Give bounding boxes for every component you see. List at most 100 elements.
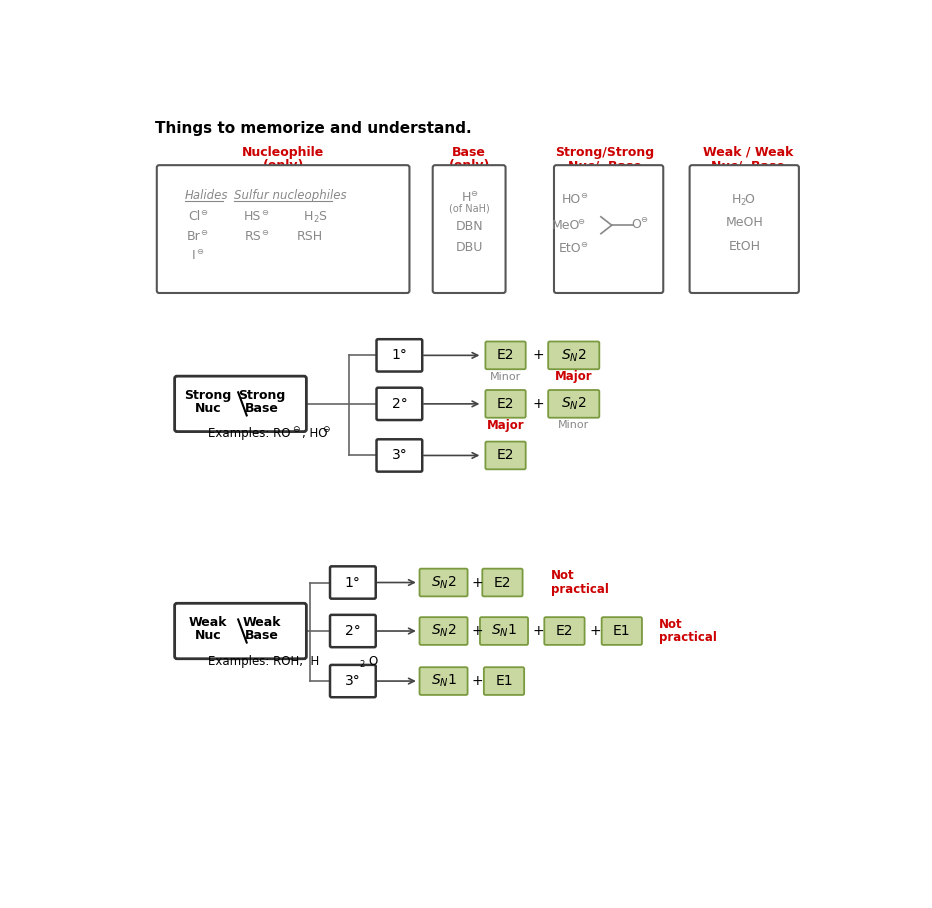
Text: DBN: DBN — [456, 220, 483, 232]
Text: 1°: 1° — [345, 576, 361, 589]
Text: $S_N2$: $S_N2$ — [431, 623, 457, 639]
FancyBboxPatch shape — [377, 439, 422, 471]
FancyBboxPatch shape — [419, 568, 468, 597]
Text: Nuc: Nuc — [195, 629, 221, 642]
Text: E1: E1 — [613, 624, 631, 638]
Text: RS: RS — [244, 230, 261, 242]
Text: H: H — [732, 193, 741, 206]
Text: RSH: RSH — [297, 230, 323, 242]
Text: 2°: 2° — [391, 397, 407, 410]
Text: E2: E2 — [494, 576, 511, 589]
FancyBboxPatch shape — [544, 617, 584, 645]
Text: EtO: EtO — [558, 242, 582, 255]
Text: E2: E2 — [555, 624, 573, 638]
Text: Examples: ROH,  H: Examples: ROH, H — [208, 655, 319, 667]
Text: Halides: Halides — [185, 189, 228, 202]
Text: Things to memorize and understand.: Things to memorize and understand. — [156, 122, 472, 136]
Text: ⊖: ⊖ — [322, 425, 330, 434]
Text: practical: practical — [659, 631, 717, 645]
FancyBboxPatch shape — [419, 667, 468, 695]
Text: 2: 2 — [741, 199, 747, 207]
Text: +: + — [472, 576, 484, 589]
Text: S: S — [318, 211, 326, 223]
Text: Not: Not — [551, 569, 574, 582]
FancyBboxPatch shape — [482, 568, 523, 597]
Text: +: + — [532, 624, 544, 638]
Text: H: H — [462, 191, 472, 204]
Text: H: H — [304, 211, 313, 223]
FancyBboxPatch shape — [554, 165, 664, 293]
Text: MeOH: MeOH — [725, 216, 763, 230]
Text: E1: E1 — [495, 674, 513, 688]
Text: Base: Base — [245, 629, 280, 642]
FancyBboxPatch shape — [602, 617, 642, 645]
Text: Major: Major — [555, 370, 593, 383]
Text: ⊖: ⊖ — [581, 240, 587, 249]
Text: ⊖: ⊖ — [471, 189, 477, 198]
Text: +: + — [472, 674, 484, 688]
Text: ⊖: ⊖ — [199, 209, 207, 217]
FancyBboxPatch shape — [377, 388, 422, 420]
Text: (only): (only) — [263, 160, 304, 173]
Text: Strong: Strong — [185, 389, 231, 402]
FancyBboxPatch shape — [432, 165, 505, 293]
Text: Base: Base — [452, 145, 487, 159]
Text: ⊖: ⊖ — [200, 228, 208, 237]
Text: Minor: Minor — [558, 420, 589, 430]
Text: Nuc/  Base: Nuc/ Base — [568, 160, 642, 173]
FancyBboxPatch shape — [174, 376, 307, 431]
Text: O: O — [368, 655, 377, 667]
Text: 3°: 3° — [391, 449, 407, 462]
Text: $S_N2$: $S_N2$ — [561, 347, 586, 363]
FancyBboxPatch shape — [330, 665, 376, 697]
FancyBboxPatch shape — [690, 165, 799, 293]
Text: , HO: , HO — [303, 428, 328, 440]
Text: (only): (only) — [448, 160, 490, 173]
FancyBboxPatch shape — [330, 567, 376, 598]
Text: Examples: RO: Examples: RO — [208, 428, 291, 440]
Text: 2: 2 — [360, 659, 364, 668]
Text: Nucleophile: Nucleophile — [242, 145, 324, 159]
Text: EtOH: EtOH — [728, 240, 761, 252]
Text: $S_N2$: $S_N2$ — [561, 396, 586, 412]
FancyBboxPatch shape — [330, 615, 376, 647]
Text: (of NaH): (of NaH) — [448, 203, 489, 213]
Text: Br: Br — [187, 230, 201, 242]
Text: Nuc: Nuc — [195, 402, 221, 415]
Text: ⊖: ⊖ — [261, 209, 268, 217]
FancyBboxPatch shape — [484, 667, 524, 695]
Text: E2: E2 — [497, 349, 514, 362]
Text: MeO: MeO — [552, 219, 581, 232]
Text: +: + — [532, 349, 544, 362]
Text: Nuc/  Base: Nuc/ Base — [711, 160, 785, 173]
FancyBboxPatch shape — [486, 341, 526, 370]
Text: ⊖: ⊖ — [577, 217, 584, 226]
Text: ⊖: ⊖ — [293, 425, 300, 434]
Text: +: + — [472, 624, 484, 638]
Text: HO: HO — [562, 193, 581, 206]
FancyBboxPatch shape — [548, 341, 599, 370]
Text: $S_N1$: $S_N1$ — [491, 623, 517, 639]
Text: Sulfur nucleophiles: Sulfur nucleophiles — [234, 189, 347, 202]
FancyBboxPatch shape — [419, 617, 468, 645]
Text: 3°: 3° — [345, 674, 361, 688]
Text: Weak: Weak — [243, 616, 281, 629]
FancyBboxPatch shape — [174, 603, 307, 658]
FancyBboxPatch shape — [480, 617, 528, 645]
Text: Cl: Cl — [188, 211, 200, 223]
FancyBboxPatch shape — [548, 390, 599, 418]
Text: E2: E2 — [497, 397, 514, 410]
Text: ⊖: ⊖ — [261, 228, 268, 237]
Text: Strong: Strong — [239, 389, 286, 402]
Text: +: + — [590, 624, 601, 638]
Text: Weak / Weak: Weak / Weak — [703, 145, 793, 159]
Text: practical: practical — [551, 583, 609, 596]
FancyBboxPatch shape — [486, 441, 526, 469]
Text: O: O — [745, 193, 755, 206]
Text: +: + — [532, 397, 544, 410]
Text: 2°: 2° — [345, 624, 361, 638]
FancyBboxPatch shape — [486, 390, 526, 418]
Text: O: O — [632, 218, 641, 231]
Text: 2: 2 — [313, 215, 319, 224]
Text: Major: Major — [487, 419, 525, 432]
